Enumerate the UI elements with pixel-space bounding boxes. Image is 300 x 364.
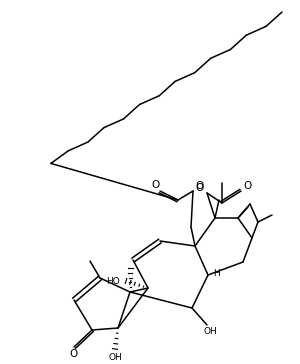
Text: OH: OH [203,328,217,336]
Text: O: O [196,181,204,191]
Text: HO: HO [106,277,120,285]
Text: O: O [151,180,159,190]
Text: OH: OH [108,353,122,363]
Text: O: O [196,183,204,193]
Text: H: H [214,269,220,278]
Text: O: O [243,181,251,191]
Text: O: O [70,349,78,359]
